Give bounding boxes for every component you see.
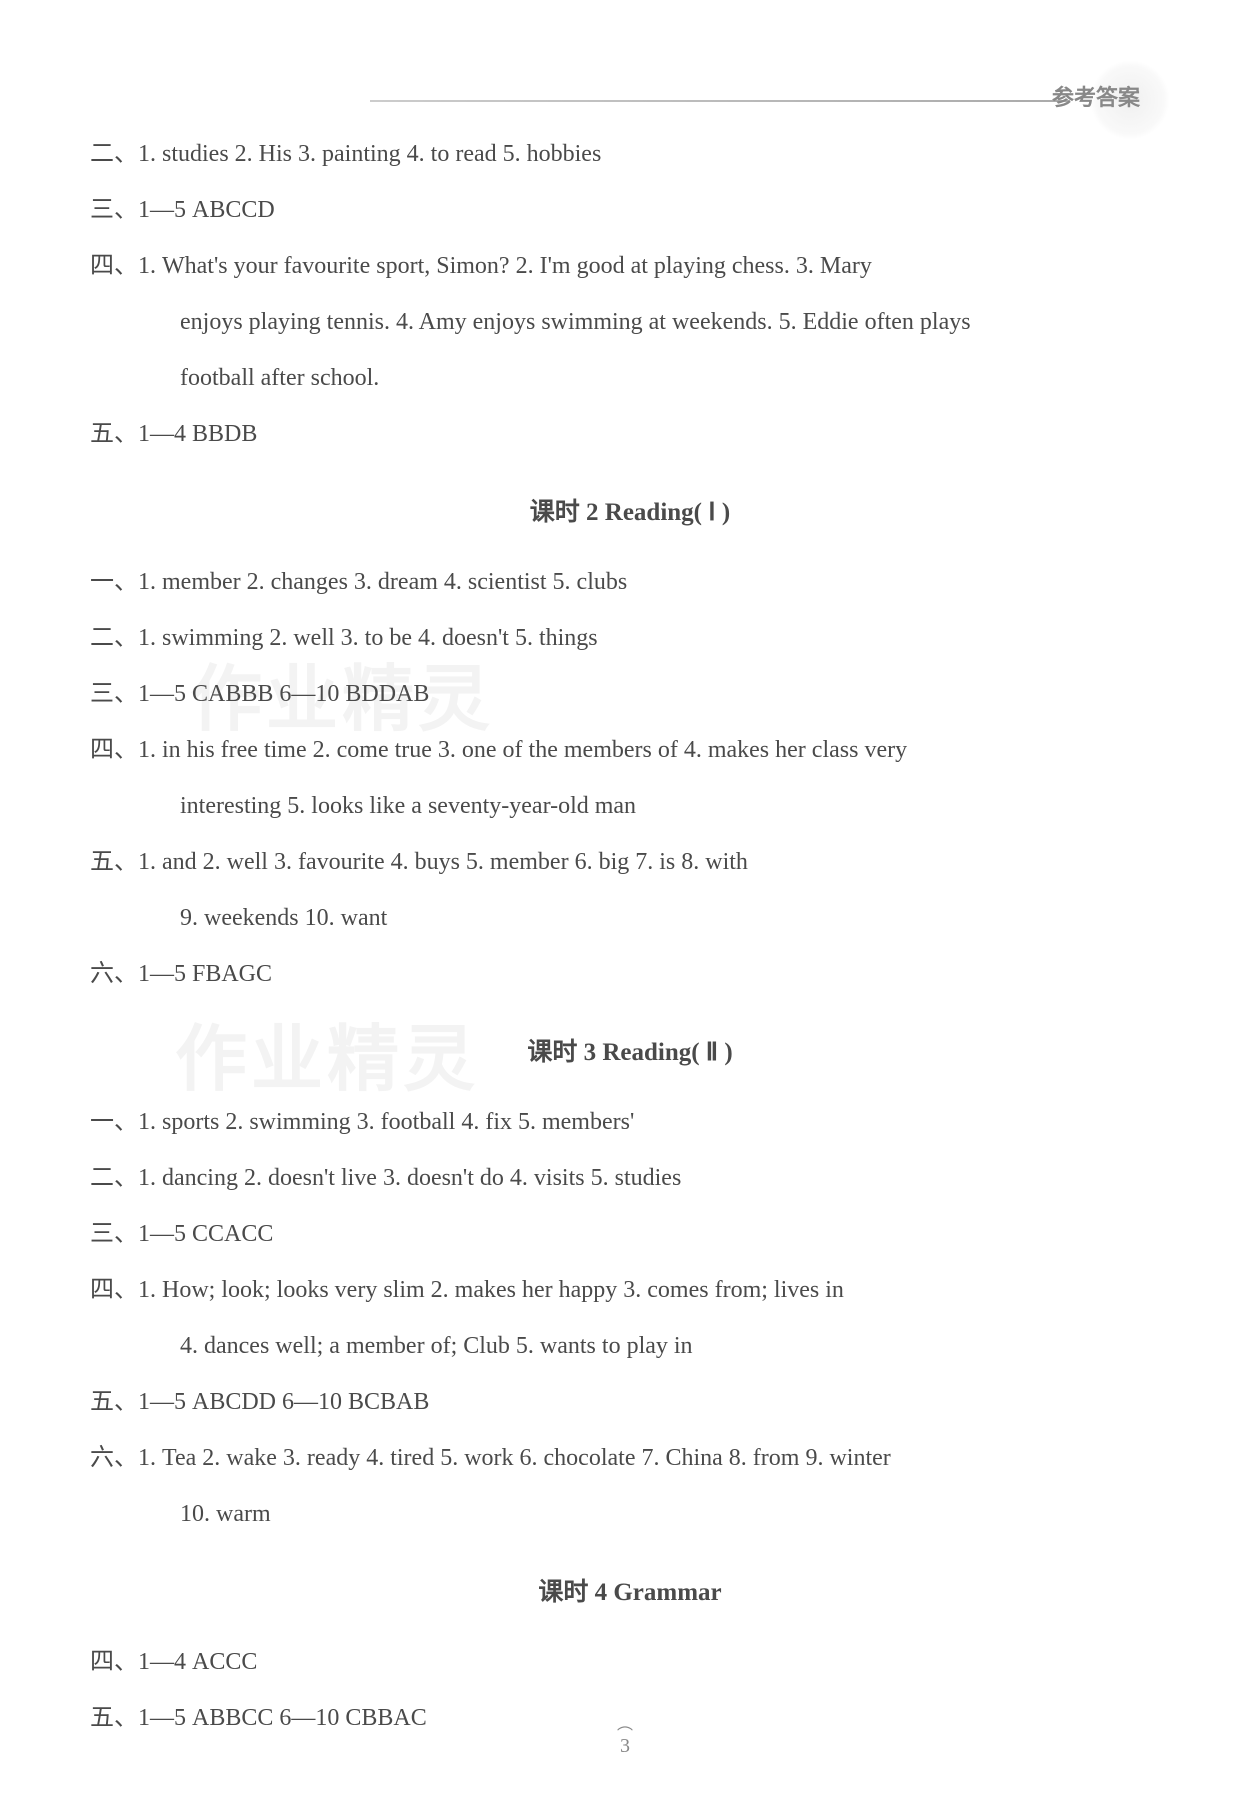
- s2-line1: 一、1. member 2. changes 3. dream 4. scien…: [90, 558, 1170, 606]
- s3-line5: 五、1—5 ABCDD 6—10 BCBAB: [90, 1378, 1170, 1426]
- s1-line5: 五、1—4 BBDB: [90, 410, 1170, 458]
- s3-line6-2: 10. warm: [90, 1490, 1170, 1538]
- s2-line4-1: 四、1. in his free time 2. come true 3. on…: [90, 726, 1170, 774]
- s3-line4-1: 四、1. How; look; looks very slim 2. makes…: [90, 1266, 1170, 1314]
- s4-line4: 四、1—4 ACCC: [90, 1638, 1170, 1686]
- s2-line3: 三、1—5 CABBB 6—10 BDDAB: [90, 670, 1170, 718]
- s2-line5-1: 五、1. and 2. well 3. favourite 4. buys 5.…: [90, 838, 1170, 886]
- section4-title: 课时 4 Grammar: [90, 1568, 1170, 1618]
- s2-line5-2: 9. weekends 10. want: [90, 894, 1170, 942]
- section2-title: 课时 2 Reading( Ⅰ ): [90, 488, 1170, 538]
- s3-line3: 三、1—5 CCACC: [90, 1210, 1170, 1258]
- s1-line2: 二、1. studies 2. His 3. painting 4. to re…: [90, 130, 1170, 178]
- content-wrapper: 二、1. studies 2. His 3. painting 4. to re…: [90, 130, 1170, 1742]
- s3-line2: 二、1. dancing 2. doesn't live 3. doesn't …: [90, 1154, 1170, 1202]
- s1-line4-1: 四、1. What's your favourite sport, Simon?…: [90, 242, 1170, 290]
- s1-line4-2: enjoys playing tennis. 4. Amy enjoys swi…: [90, 298, 1170, 346]
- page-content: 二、1. studies 2. His 3. painting 4. to re…: [90, 130, 1170, 1742]
- s3-line4-2: 4. dances well; a member of; Club 5. wan…: [90, 1322, 1170, 1370]
- s2-line4-2: interesting 5. looks like a seventy-year…: [90, 782, 1170, 830]
- s1-line3: 三、1—5 ABCCD: [90, 186, 1170, 234]
- s2-line2: 二、1. swimming 2. well 3. to be 4. doesn'…: [90, 614, 1170, 662]
- section3-title: 课时 3 Reading( Ⅱ ): [90, 1028, 1170, 1078]
- s1-line4-3: football after school.: [90, 354, 1170, 402]
- s3-line6-1: 六、1. Tea 2. wake 3. ready 4. tired 5. wo…: [90, 1434, 1170, 1482]
- s2-line6: 六、1—5 FBAGC: [90, 950, 1170, 998]
- header-label: 参考答案: [1052, 80, 1140, 112]
- s4-line5: 五、1—5 ABBCC 6—10 CBBAC: [90, 1694, 1170, 1742]
- s3-line1: 一、1. sports 2. swimming 3. football 4. f…: [90, 1098, 1170, 1146]
- header-underline: [370, 100, 1070, 102]
